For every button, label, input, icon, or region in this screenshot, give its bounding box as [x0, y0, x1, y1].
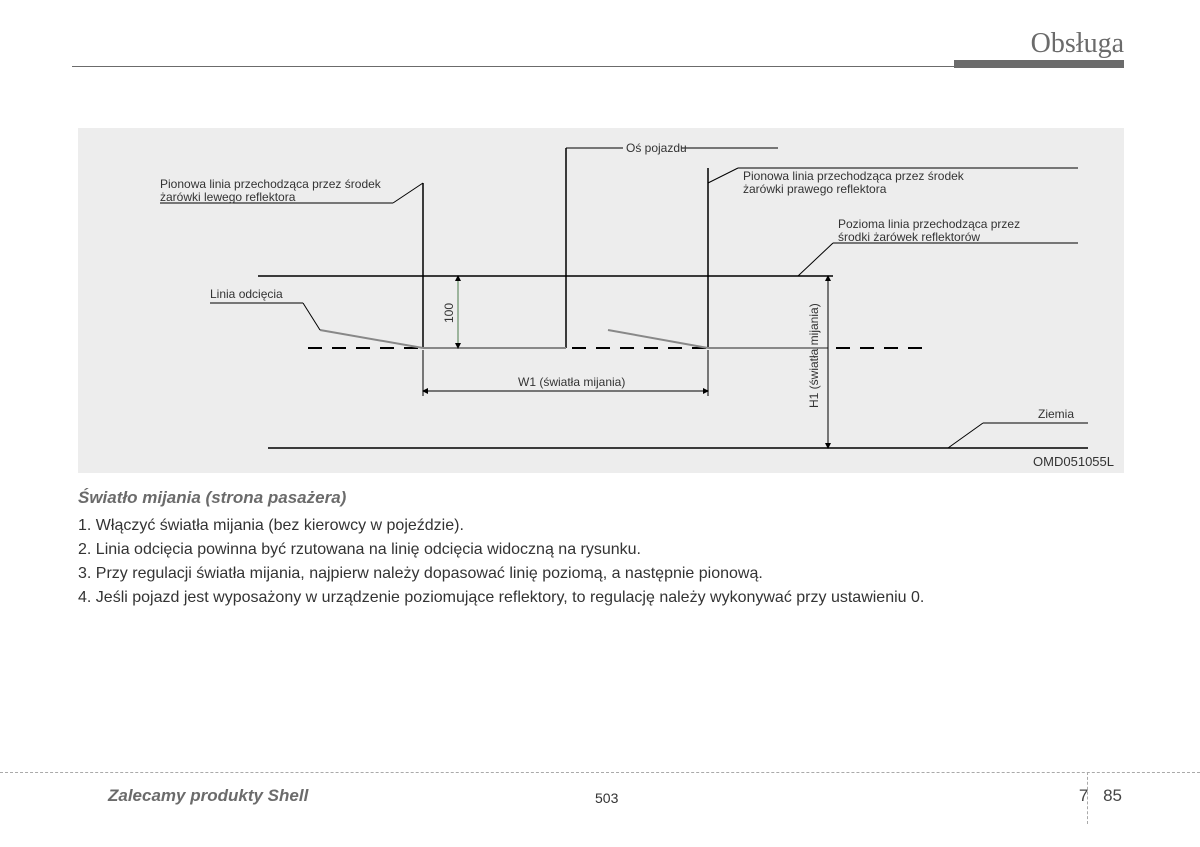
dim-100-label: 100 [442, 303, 456, 323]
right-reflector-label-1: Pionowa linia przechodząca przez środek [743, 169, 965, 183]
diagram-svg: Pozioma linia przechodząca przez środki … [78, 128, 1124, 473]
h1-label: H1 (światła mijania) [807, 303, 821, 408]
diagram-code: OMD051055L [1033, 454, 1114, 469]
cutoff-right [608, 330, 708, 348]
step-1: 1. Włączyć światła mijania (bez kierowcy… [78, 514, 1124, 538]
cutoff-left [320, 330, 423, 348]
footer-page-right: 7 85 [1079, 786, 1122, 806]
content-block: Światło mijania (strona pasażera) 1. Włą… [78, 488, 1124, 610]
header: Obsługa [1031, 28, 1124, 60]
ground-label: Ziemia [1038, 407, 1074, 421]
left-reflector-label-1: Pionowa linia przechodząca przez środek [160, 177, 382, 191]
section-title: Obsługa [1031, 28, 1124, 60]
footer-page-center: 503 [595, 790, 618, 806]
chapter-number: 7 [1079, 786, 1088, 805]
page-number: 85 [1103, 786, 1122, 805]
step-2: 2. Linia odcięcia powinna być rzutowana … [78, 538, 1124, 562]
right-reflector-label-2: żarówki prawego reflektora [743, 182, 887, 196]
step-4: 4. Jeśli pojazd jest wyposażony w urządz… [78, 586, 1124, 610]
w1-label: W1 (światła mijania) [518, 375, 625, 389]
footer-brand: Zalecamy produkty Shell [108, 786, 308, 806]
cutoff-line-label: Linia odcięcia [210, 287, 283, 301]
header-rule [72, 66, 1124, 67]
headlight-aiming-diagram: Pozioma linia przechodząca przez środki … [78, 128, 1124, 473]
horiz-line-label-2: środki żarówek reflektorów [838, 230, 980, 244]
vehicle-axis-label: Oś pojazdu [626, 141, 687, 155]
left-reflector-label-2: żarówki lewego reflektora [160, 190, 296, 204]
footer-rule [0, 772, 1200, 773]
step-3: 3. Przy regulacji światła mijania, najpi… [78, 562, 1124, 586]
horiz-line-label-1: Pozioma linia przechodząca przez [838, 217, 1020, 231]
content-subtitle: Światło mijania (strona pasażera) [78, 488, 1124, 508]
